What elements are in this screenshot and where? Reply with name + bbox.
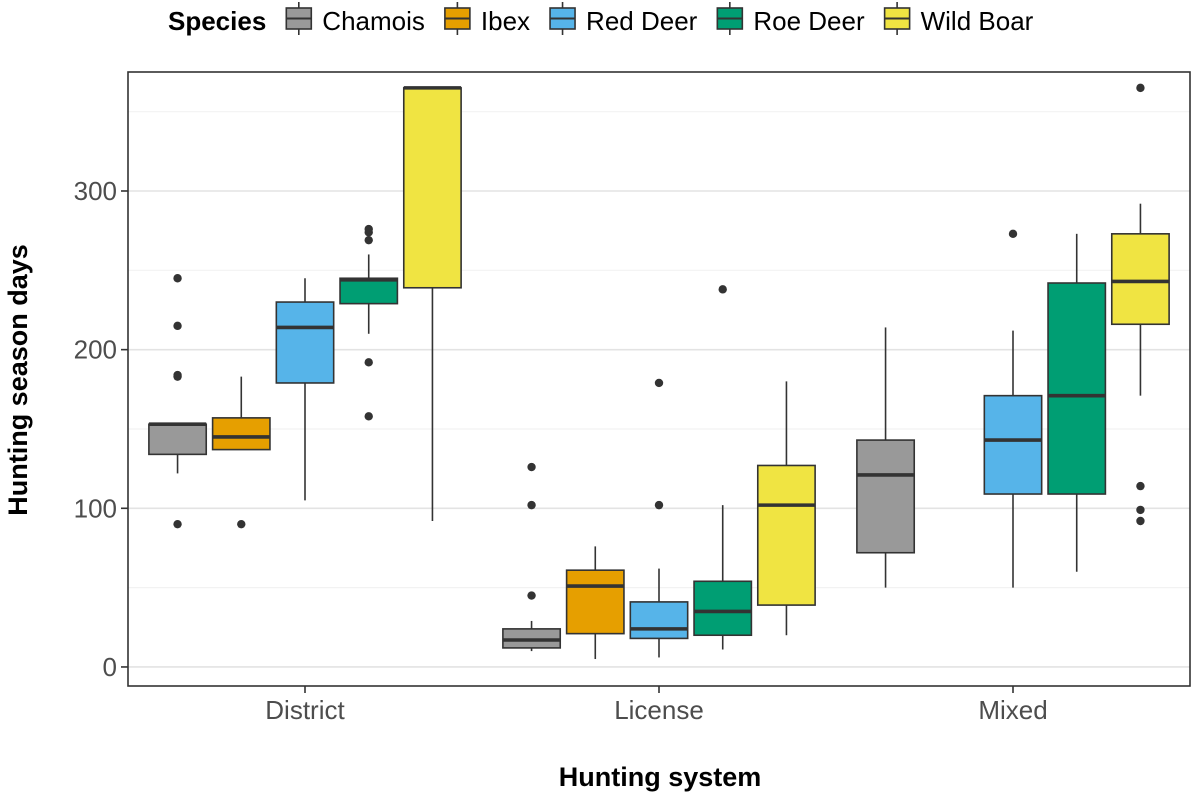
boxplot — [339, 224, 399, 421]
boxplot — [856, 327, 916, 588]
legend-item: Wild Boar — [883, 2, 1034, 36]
box — [1110, 233, 1170, 326]
x-axis: District License Mixed — [265, 686, 1048, 725]
boxplot — [693, 285, 753, 650]
legend-label: Wild Boar — [921, 6, 1034, 36]
y-axis-title: Hunting season days — [3, 244, 33, 516]
box — [402, 87, 462, 289]
box — [1047, 282, 1107, 495]
outlier-point — [364, 235, 373, 245]
boxes — [148, 83, 1170, 660]
boxplot — [502, 462, 562, 652]
legend-item: Ibex — [444, 2, 530, 36]
boxplot — [211, 376, 271, 529]
boxplot — [402, 86, 462, 521]
outlier-point — [173, 519, 182, 529]
box — [339, 277, 399, 305]
x-tick-label: Mixed — [978, 695, 1047, 725]
legend-label: Roe Deer — [753, 6, 865, 36]
box — [983, 394, 1043, 495]
x-tick-label: District — [265, 695, 345, 725]
outlier-point — [1136, 481, 1145, 491]
outlier-point — [173, 274, 182, 283]
boxplot — [983, 229, 1043, 588]
outlier-point — [527, 500, 536, 510]
outlier-point — [654, 378, 664, 388]
y-tick-label: 300 — [74, 176, 117, 206]
boxplot — [756, 381, 816, 636]
box — [629, 601, 689, 640]
outlier-point — [1136, 83, 1145, 93]
x-tick-label: License — [614, 695, 704, 725]
outlier-point — [1008, 229, 1018, 239]
outlier-point — [718, 285, 727, 294]
y-axis: 0 100 200 300 — [74, 176, 128, 682]
box — [148, 423, 208, 456]
outlier-point — [173, 321, 182, 331]
outlier-point — [173, 370, 182, 380]
legend-label: Ibex — [481, 6, 530, 36]
legend-item: Roe Deer — [716, 2, 865, 36]
y-tick-label: 200 — [74, 335, 117, 365]
boxplot — [275, 278, 335, 501]
box — [275, 301, 335, 384]
outlier-point — [527, 591, 536, 600]
outlier-point — [364, 358, 373, 367]
legend-title: Species — [168, 6, 266, 36]
legend-item: Chamois — [285, 2, 425, 36]
x-axis-title: Hunting system — [559, 762, 762, 792]
boxplot — [565, 546, 625, 660]
boxplot — [1110, 83, 1170, 526]
box — [756, 464, 816, 606]
outlier-point — [1136, 505, 1145, 515]
y-tick-label: 0 — [103, 652, 117, 682]
box — [211, 417, 271, 451]
legend-label: Red Deer — [586, 6, 698, 36]
outlier-point — [364, 224, 373, 234]
legend-label: Chamois — [322, 6, 425, 36]
legend-item: Red Deer — [549, 2, 698, 36]
box — [565, 569, 625, 635]
boxplot — [629, 378, 689, 658]
outlier-point — [237, 519, 246, 529]
box — [693, 580, 753, 637]
boxplot — [1047, 233, 1107, 572]
outlier-point — [527, 462, 536, 472]
box — [856, 439, 916, 554]
legend: Species Chamois Ibex Red Deer Roe Deer Wild … — [168, 2, 1034, 36]
outlier-point — [1136, 516, 1145, 526]
y-tick-label: 100 — [74, 493, 117, 523]
boxplot — [148, 274, 208, 529]
outlier-point — [654, 500, 664, 510]
outlier-point — [364, 412, 373, 421]
